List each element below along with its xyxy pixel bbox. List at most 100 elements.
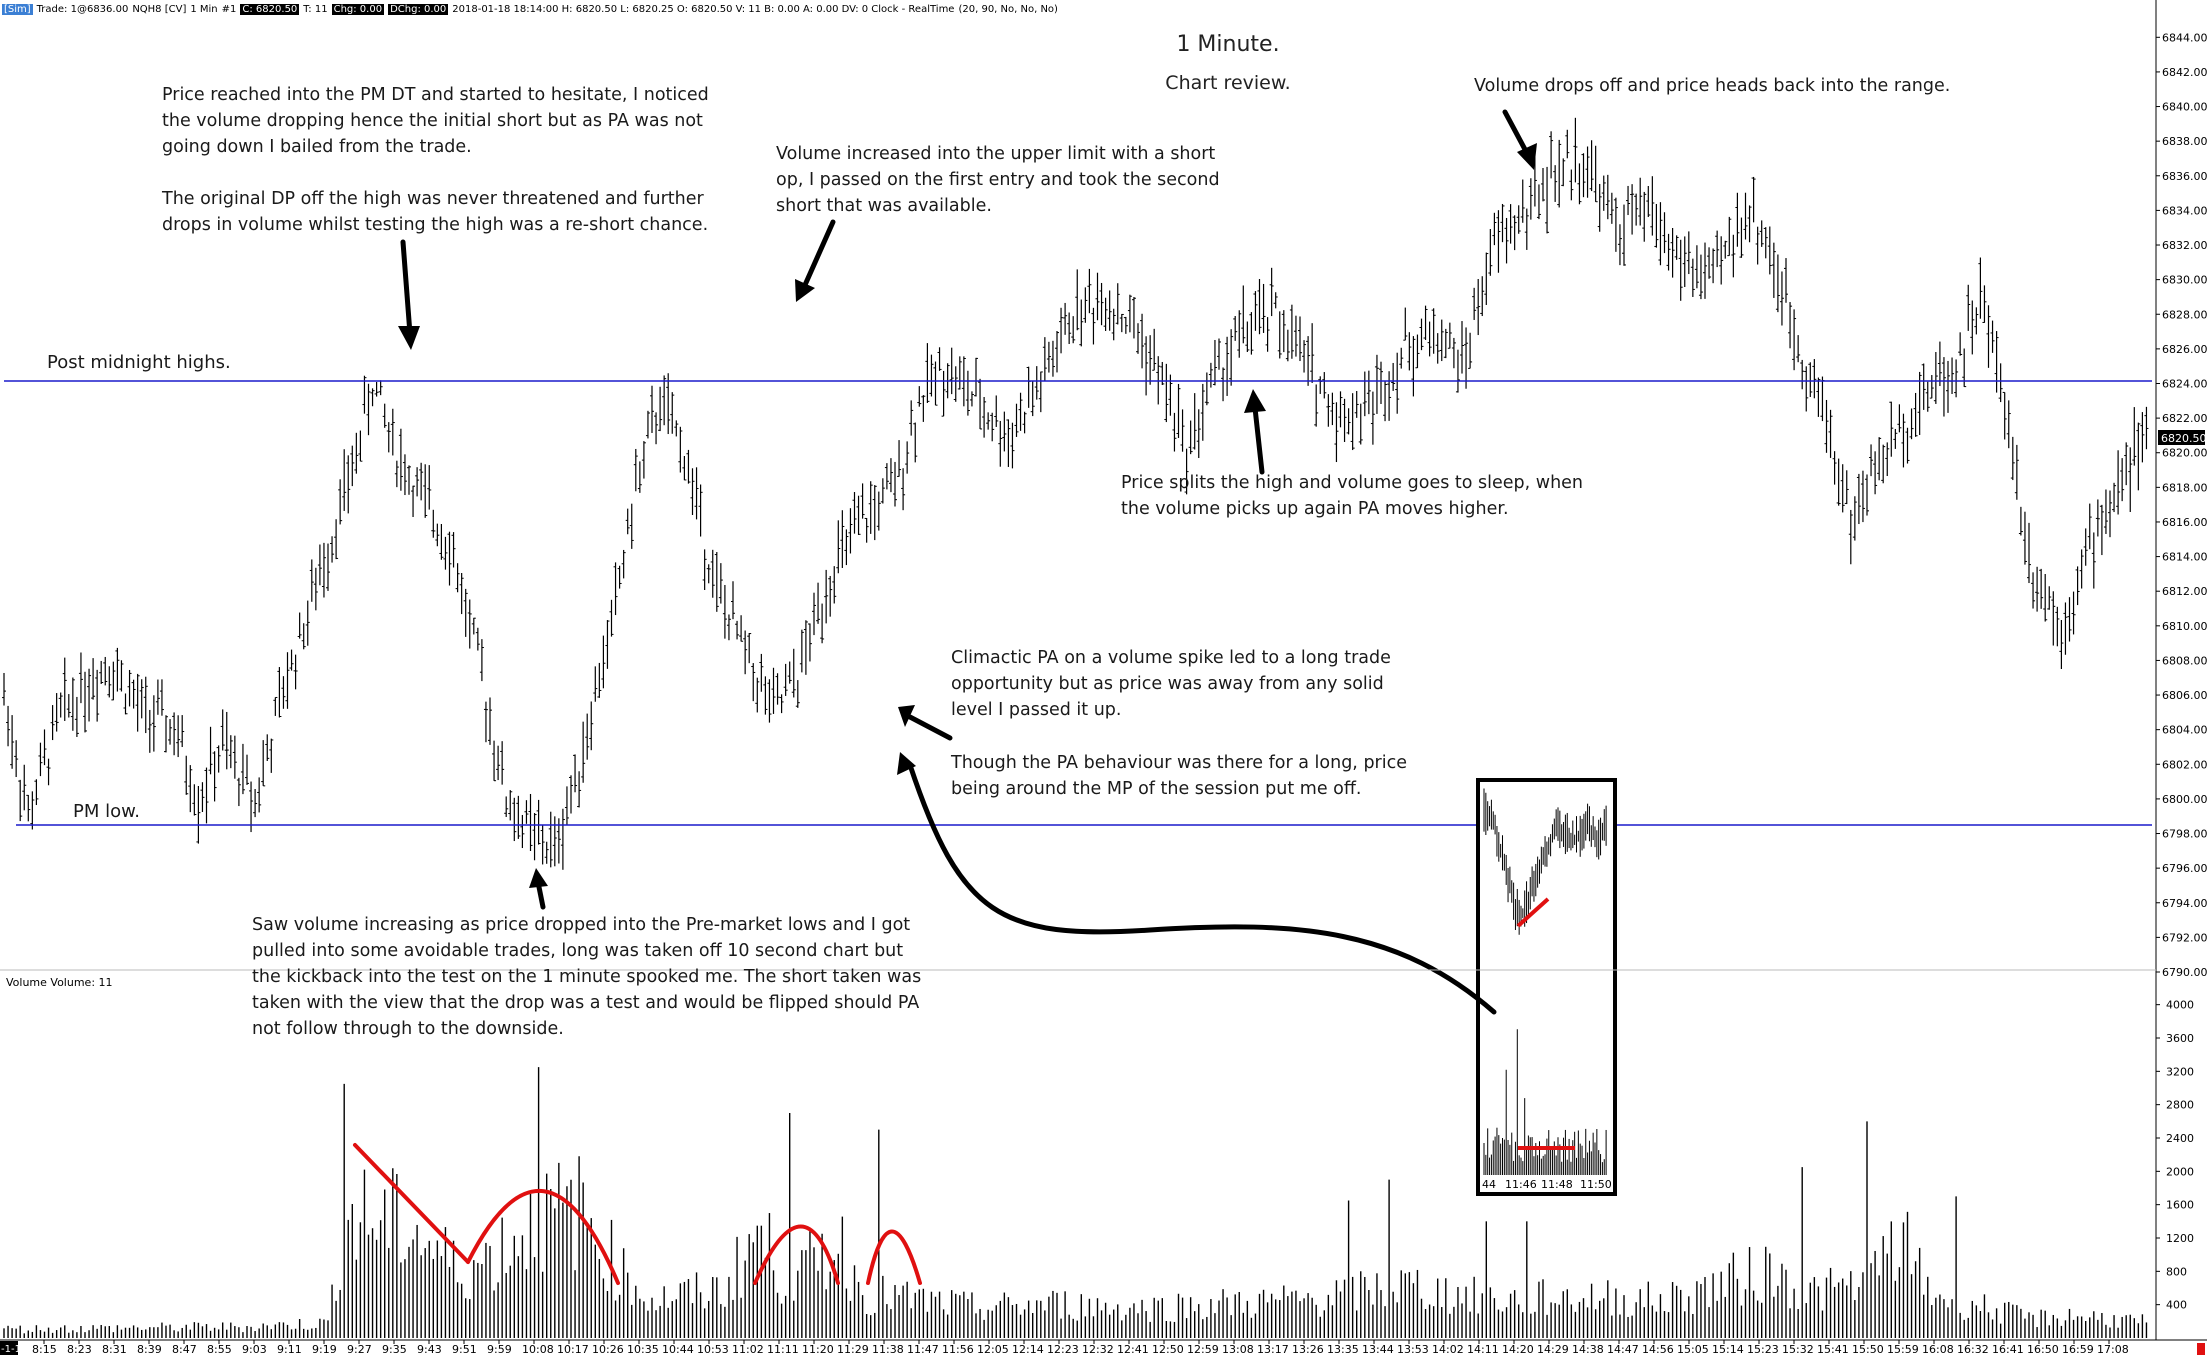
price-bar	[1877, 437, 1882, 481]
price-bar	[2010, 436, 2015, 481]
price-bars	[2, 117, 2149, 870]
price-bar	[1415, 334, 1420, 369]
price-bar	[994, 395, 999, 427]
price-bar	[1747, 205, 1752, 243]
price-bar	[1221, 367, 1226, 402]
corner-red-marker	[2197, 1343, 2205, 1355]
price-bar	[1581, 153, 1586, 198]
price-bar	[1565, 129, 1570, 159]
price-bar	[1472, 287, 1477, 320]
price-bar	[2128, 447, 2133, 512]
time-tick-label: 16:50	[2027, 1343, 2059, 1355]
price-bar	[1500, 203, 1505, 243]
price-bar	[1293, 315, 1298, 357]
price-bar	[1573, 117, 1578, 183]
price-bar	[30, 791, 35, 830]
price-bar	[767, 679, 772, 723]
annotation-arrows	[400, 109, 1531, 1015]
price-bar	[1476, 279, 1481, 336]
price-bar	[1006, 419, 1011, 467]
time-tick-label: 8:39	[137, 1343, 162, 1355]
price-bar	[868, 481, 873, 534]
zoom-inset: 44 11:46 11:48 11:50	[1476, 778, 1617, 1196]
price-bar	[1978, 257, 1983, 319]
price-tick-label: 6792.00	[2162, 931, 2207, 944]
price-bar	[1905, 427, 1910, 464]
account-badge[interactable]: [Sim]	[2, 3, 33, 15]
price-bar	[1751, 176, 1756, 223]
time-tick-label: 15:23	[1747, 1343, 1779, 1355]
price-bar	[1180, 409, 1185, 452]
price-bar	[953, 366, 958, 402]
price-bar	[1046, 341, 1051, 373]
price-bar	[10, 715, 15, 769]
price-bar	[297, 612, 302, 639]
price-bar	[1269, 267, 1274, 317]
price-bar	[1253, 291, 1258, 331]
price-bar	[99, 660, 104, 684]
price-bar	[1788, 302, 1793, 349]
instrument-label[interactable]: NQH8 [CV]	[132, 3, 187, 15]
annotation-pm-dt: Price reached into the PM DT and started…	[162, 85, 709, 235]
arrow-3-shaft	[1502, 109, 1531, 158]
price-bar	[1613, 197, 1618, 252]
price-tick-label: 6830.00	[2162, 274, 2207, 287]
price-bar	[119, 660, 124, 692]
price-bar	[1674, 235, 1679, 260]
price-bar	[872, 485, 877, 541]
time-tick-label: 15:41	[1817, 1343, 1849, 1355]
price-bar	[706, 564, 711, 584]
price-bar	[1103, 297, 1108, 331]
price-bar	[378, 380, 383, 396]
price-bar	[309, 559, 314, 602]
price-bar	[803, 620, 808, 675]
price-bar	[1289, 304, 1294, 359]
price-bar	[431, 509, 436, 538]
time-tick-label: 10:53	[697, 1343, 729, 1355]
time-tick-label: 12:59	[1187, 1343, 1219, 1355]
price-bar	[22, 764, 27, 811]
price-tick-label: 6804.00	[2162, 724, 2207, 737]
price-bar	[1334, 402, 1339, 463]
price-bar	[625, 508, 630, 535]
price-bar	[763, 676, 768, 715]
time-tick-label: 17:08	[2097, 1343, 2129, 1355]
price-bar	[95, 669, 100, 722]
volume-tick-label: 3200	[2166, 1065, 2194, 1078]
price-bar	[1131, 297, 1136, 339]
price-bar	[941, 370, 946, 417]
price-bar	[1026, 366, 1031, 408]
price-bar	[115, 647, 120, 692]
price-bar	[265, 734, 270, 761]
price-bar	[1937, 341, 1942, 387]
time-tick-label: 14:11	[1467, 1343, 1499, 1355]
price-bar	[828, 575, 833, 617]
price-bar	[394, 460, 399, 488]
price-bar	[726, 614, 731, 641]
price-bar	[1484, 252, 1489, 305]
price-bar	[1136, 323, 1140, 354]
price-tick-label: 6810.00	[2162, 620, 2207, 633]
price-bar	[50, 705, 55, 741]
period-label[interactable]: 1 Min	[190, 3, 218, 15]
price-bar	[2103, 489, 2108, 534]
price-bar	[731, 581, 735, 620]
price-bar	[342, 449, 347, 511]
arrow-5-head	[898, 705, 915, 727]
price-bar	[483, 701, 488, 743]
price-bar	[1654, 203, 1659, 248]
price-bar	[402, 454, 407, 496]
price-bar	[2018, 506, 2023, 536]
price-bar	[552, 816, 557, 867]
price-bar	[277, 667, 282, 718]
price-bar	[1990, 320, 1995, 353]
price-bar	[2124, 442, 2129, 486]
price-bar	[1468, 332, 1473, 369]
inset-volume-bars	[1483, 1029, 1607, 1175]
price-bar	[2132, 407, 2137, 466]
trade-info: Trade: 1@6836.00	[36, 3, 129, 15]
price-bar	[1204, 372, 1209, 406]
price-bar	[629, 503, 634, 549]
chart-params: (20, 90, No, No, No)	[958, 3, 1058, 15]
price-bar	[358, 430, 363, 462]
